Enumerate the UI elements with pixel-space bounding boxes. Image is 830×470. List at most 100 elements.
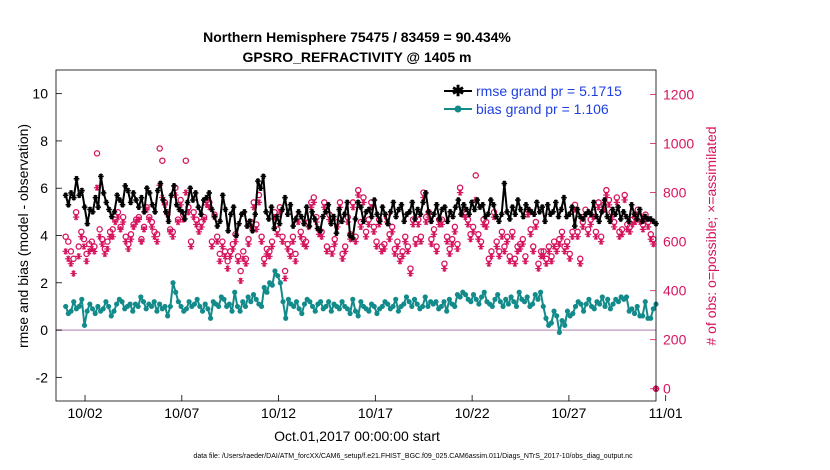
assimilated-count-marker xyxy=(242,260,250,267)
bias-point xyxy=(135,303,141,310)
assimilated-count-marker xyxy=(328,250,336,258)
bias-point xyxy=(138,294,144,300)
assimilated-count-marker xyxy=(522,258,529,265)
bias-point xyxy=(623,294,630,300)
bias-point xyxy=(253,296,259,302)
rmse-point xyxy=(287,201,294,208)
possible-count-marker xyxy=(216,250,224,258)
rmse-point xyxy=(312,216,318,222)
rmse-point xyxy=(455,197,462,203)
rmse-point xyxy=(395,206,402,213)
assimilated-count-marker xyxy=(381,245,388,253)
x-tick-label: 11/01 xyxy=(649,405,683,421)
bias-point xyxy=(650,306,656,312)
rmse-point xyxy=(590,199,597,206)
assimilated-count-marker xyxy=(245,240,252,248)
bias-point xyxy=(371,303,377,310)
assimilated-count-marker xyxy=(62,248,69,255)
y-tick-label-left: 2 xyxy=(40,275,48,291)
possible-count-marker xyxy=(237,267,244,275)
assimilated-count-marker xyxy=(117,226,124,233)
assimilated-count-marker xyxy=(109,233,116,240)
assimilated-count-marker xyxy=(527,231,534,238)
rmse-point xyxy=(257,185,264,192)
bias-point xyxy=(562,322,568,328)
rmse-point xyxy=(328,220,334,227)
bias-point xyxy=(610,301,616,307)
rmse-point xyxy=(71,194,77,201)
bias-point xyxy=(108,313,114,319)
assimilated-count-marker xyxy=(224,265,231,272)
assimilated-count-marker xyxy=(65,255,72,262)
assimilated-count-marker xyxy=(650,240,657,248)
bias-point xyxy=(379,303,385,310)
rmse-point xyxy=(431,211,437,218)
bias-point xyxy=(79,296,85,302)
rmse-point xyxy=(607,218,613,225)
assimilated-count-marker xyxy=(119,218,127,226)
assimilated-count-marker xyxy=(611,223,618,231)
assimilated-count-marker xyxy=(441,265,448,272)
y-tick-label-right: 800 xyxy=(663,185,687,201)
assimilated-count-marker xyxy=(302,243,310,250)
possible-count-marker xyxy=(62,233,69,240)
rmse-point xyxy=(474,197,481,203)
bias-point xyxy=(194,296,200,302)
rmse-point xyxy=(165,218,172,225)
rmse-point xyxy=(517,206,524,213)
assimilated-count-marker xyxy=(391,250,398,258)
bias-point xyxy=(481,289,487,295)
bias-point xyxy=(81,322,88,328)
rmse-point xyxy=(531,211,537,218)
possible-count-marker xyxy=(104,238,111,245)
assimilated-count-marker xyxy=(509,233,516,240)
legend-bias-marker xyxy=(454,105,462,113)
assimilated-count-marker xyxy=(360,199,367,206)
bias-point xyxy=(438,303,444,310)
assimilated-count-marker xyxy=(279,238,286,245)
bias-point xyxy=(457,294,463,300)
rmse-point xyxy=(330,213,337,220)
rmse-point xyxy=(228,211,234,218)
bias-point xyxy=(272,268,278,274)
rmse-point xyxy=(146,190,153,196)
rmse-point xyxy=(274,213,280,220)
rmse-point xyxy=(89,209,96,215)
bias-point xyxy=(162,303,168,310)
assimilated-count-marker xyxy=(292,258,299,265)
rmse-point xyxy=(325,201,332,208)
rmse-point xyxy=(298,213,305,220)
bias-point xyxy=(374,310,380,317)
rmse-point xyxy=(366,206,372,213)
axis-ticks: 10/02 10/07 10/12 10/17 10/22 10/27 11/01 -2 0 2 4… xyxy=(32,86,694,421)
assimilated-count-marker xyxy=(70,270,77,277)
bias-point xyxy=(634,303,640,310)
rmse-point xyxy=(192,190,199,196)
rmse-point xyxy=(301,220,307,227)
assimilated-count-marker xyxy=(151,233,158,240)
rmse-point xyxy=(450,213,456,220)
assimilated-count-marker xyxy=(198,223,205,231)
legend-box xyxy=(438,82,648,122)
assimilated-count-marker xyxy=(532,223,540,231)
bias-point xyxy=(476,301,482,307)
assimilated-count-marker xyxy=(506,258,513,265)
rmse-point xyxy=(111,209,118,215)
rmse-point xyxy=(501,180,508,187)
rmse-point xyxy=(393,213,399,220)
bias-point xyxy=(473,296,479,302)
rmse-point xyxy=(138,194,145,201)
rmse-point xyxy=(168,192,175,199)
bias-point xyxy=(538,289,544,295)
rmse-point xyxy=(209,206,215,213)
assimilated-count-marker xyxy=(618,231,626,238)
bias-point xyxy=(462,292,469,298)
rmse-point xyxy=(550,209,556,215)
rmse-point xyxy=(92,194,99,201)
rmse-point xyxy=(130,190,137,196)
assimilated-count-marker xyxy=(130,223,137,231)
rmse-point xyxy=(636,206,643,213)
assimilated-count-marker xyxy=(616,233,623,240)
bias-point xyxy=(605,296,611,302)
bias-point xyxy=(277,280,283,286)
